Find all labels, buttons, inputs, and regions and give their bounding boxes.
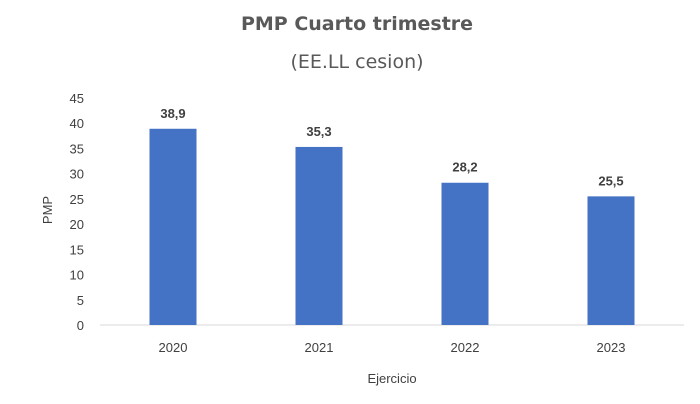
chart-title: PMP Cuarto trimestre <box>241 13 473 35</box>
chart-subtitle: (EE.LL cesion) <box>290 51 423 73</box>
x-tick-label-2021: 2021 <box>305 340 334 355</box>
data-label-2022: 28,2 <box>452 160 477 175</box>
y-tick-label: 45 <box>70 91 84 106</box>
x-tick-label-2022: 2022 <box>451 340 480 355</box>
y-axis-title: PMP <box>40 196 55 224</box>
y-tick-label: 35 <box>70 141 84 156</box>
y-tick-label: 25 <box>70 192 84 207</box>
y-axis: 0 5 10 15 20 25 30 35 40 45 <box>70 91 84 333</box>
y-tick-label: 30 <box>70 167 84 182</box>
y-tick-label: 10 <box>70 268 84 283</box>
x-tick-label-2023: 2023 <box>597 340 626 355</box>
y-tick-label: 0 <box>77 318 84 333</box>
y-tick-label: 15 <box>70 242 84 257</box>
x-tick-label-2020: 2020 <box>159 340 188 355</box>
bar-2022 <box>441 182 489 325</box>
y-tick-label: 5 <box>77 293 84 308</box>
data-label-2023: 25,5 <box>598 173 623 188</box>
data-label-2021: 35,3 <box>306 124 331 139</box>
bar-2021 <box>295 146 343 325</box>
bar-series: 38,9 35,3 28,2 25,5 <box>149 106 635 325</box>
bar-2020 <box>149 128 197 325</box>
x-axis: 2020 2021 2022 2023 <box>159 340 626 355</box>
y-tick-label: 40 <box>70 116 84 131</box>
bar-2023 <box>587 196 635 325</box>
y-tick-label: 20 <box>70 217 84 232</box>
x-axis-title: Ejercicio <box>367 371 416 386</box>
data-label-2020: 38,9 <box>160 106 185 121</box>
